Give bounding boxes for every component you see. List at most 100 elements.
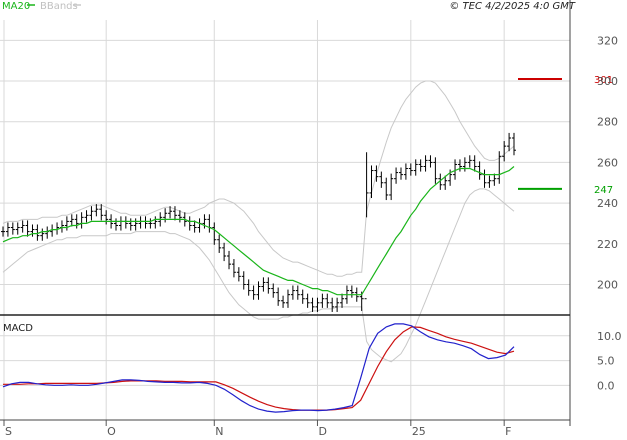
price-bar (325, 293, 330, 308)
price-bar (236, 267, 241, 282)
x-tick-label: O (107, 425, 116, 438)
x-tick-label: S (5, 425, 12, 438)
macd-title: MACD (3, 323, 33, 334)
price-bar (143, 216, 148, 229)
price-bar (261, 277, 266, 292)
price-bar (40, 228, 45, 241)
timestamp: © TEC 4/2/2025 4:0 GMT (449, 1, 576, 12)
price-bar (202, 214, 207, 229)
price-bar (281, 295, 286, 308)
price-bar (1, 226, 5, 237)
price-bar (104, 210, 109, 225)
price-tick-label: 240 (597, 197, 618, 210)
price-bar (197, 218, 202, 233)
price-bar (45, 226, 50, 239)
ma20-line (2, 166, 515, 296)
price-bar (118, 216, 123, 231)
price-bar (315, 297, 320, 312)
price-bar (477, 161, 482, 180)
price-bar (384, 177, 389, 201)
price-bar (266, 277, 271, 294)
price-bar (512, 132, 516, 156)
price-bar (64, 216, 69, 231)
price-tick-label: 300 (597, 75, 618, 88)
price-bar (207, 214, 212, 233)
price-bar (374, 165, 379, 182)
x-tick-label: F (505, 425, 511, 438)
price-bar (487, 175, 492, 188)
price-bar (364, 152, 369, 300)
legend-bbands: BBands (40, 1, 78, 12)
price-bar (251, 285, 256, 300)
price-bar (398, 167, 403, 180)
price-bar (123, 216, 128, 229)
price-bar (472, 155, 477, 172)
price-bar (153, 216, 158, 229)
price-tick-label: 200 (597, 278, 618, 291)
price-bar (408, 163, 413, 176)
price-bar (69, 214, 74, 227)
price-bar (74, 214, 79, 229)
x-tick-label: N (215, 425, 223, 438)
price-tick-label: 320 (597, 34, 618, 47)
price-bar (507, 132, 512, 152)
price-bar (59, 220, 64, 233)
price-bar (25, 220, 30, 237)
signal-line (3, 326, 515, 411)
price-bar (438, 173, 443, 190)
price-bar (453, 159, 458, 180)
price-bar (212, 222, 217, 245)
price-tick-label: 280 (597, 116, 618, 129)
macd-line (2, 323, 515, 413)
price-bar (492, 173, 497, 186)
price-bar (114, 218, 119, 231)
price-bar (246, 279, 251, 296)
price-bar (168, 206, 173, 219)
price-bar (462, 157, 467, 172)
price-bar (403, 163, 408, 180)
macd-tick-label: 10.0 (597, 330, 622, 343)
bband-upper-line (2, 80, 515, 277)
price-bar (433, 157, 438, 184)
price-bar (79, 212, 84, 229)
price-bar (15, 222, 20, 235)
price-bar (163, 208, 168, 223)
price-bar (418, 159, 423, 172)
price-bar (295, 285, 300, 300)
price-bar (497, 151, 502, 184)
price-bar (128, 218, 133, 231)
price-bar (256, 281, 261, 300)
price-bar (502, 141, 507, 162)
price-bar (177, 210, 182, 223)
price-bar (187, 216, 192, 231)
price-bar (10, 222, 15, 235)
price-bar (231, 259, 236, 278)
bband-lower-line (2, 188, 515, 363)
price-bar (35, 224, 40, 241)
price-bar (30, 224, 35, 237)
price-bar (89, 206, 94, 221)
price-bar (148, 218, 153, 229)
price-bar (20, 220, 25, 233)
price-bar (84, 210, 89, 223)
price-bar (276, 287, 281, 306)
price-bar (413, 159, 418, 176)
price-bar (99, 204, 104, 221)
price-bar (340, 293, 345, 308)
price-bar (192, 220, 197, 233)
price-bar (241, 271, 246, 290)
price-bar (369, 165, 374, 199)
price-bar (349, 285, 354, 298)
price-bar (217, 234, 222, 253)
price-bar (290, 285, 295, 300)
price-bar (305, 293, 310, 308)
support-label: 247 (594, 185, 613, 196)
macd-tick-label: 5.0 (597, 355, 615, 368)
price-bar (320, 293, 325, 308)
price-bar (133, 218, 138, 231)
price-bar (467, 155, 472, 168)
price-bar (227, 250, 232, 270)
price-bar (482, 169, 487, 188)
